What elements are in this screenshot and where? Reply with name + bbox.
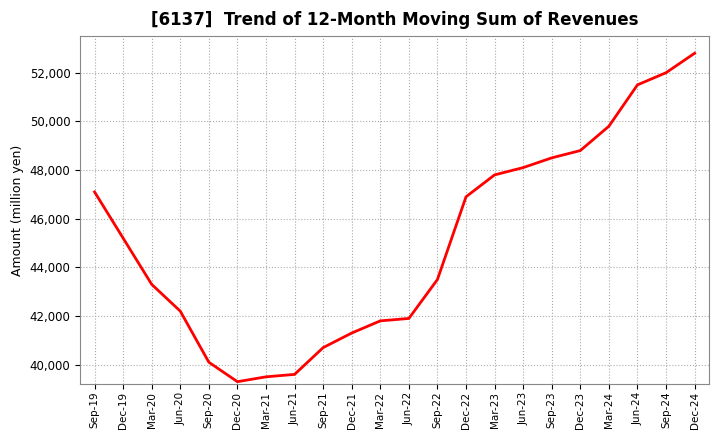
Y-axis label: Amount (million yen): Amount (million yen) bbox=[11, 145, 24, 276]
Title: [6137]  Trend of 12-Month Moving Sum of Revenues: [6137] Trend of 12-Month Moving Sum of R… bbox=[150, 11, 639, 29]
